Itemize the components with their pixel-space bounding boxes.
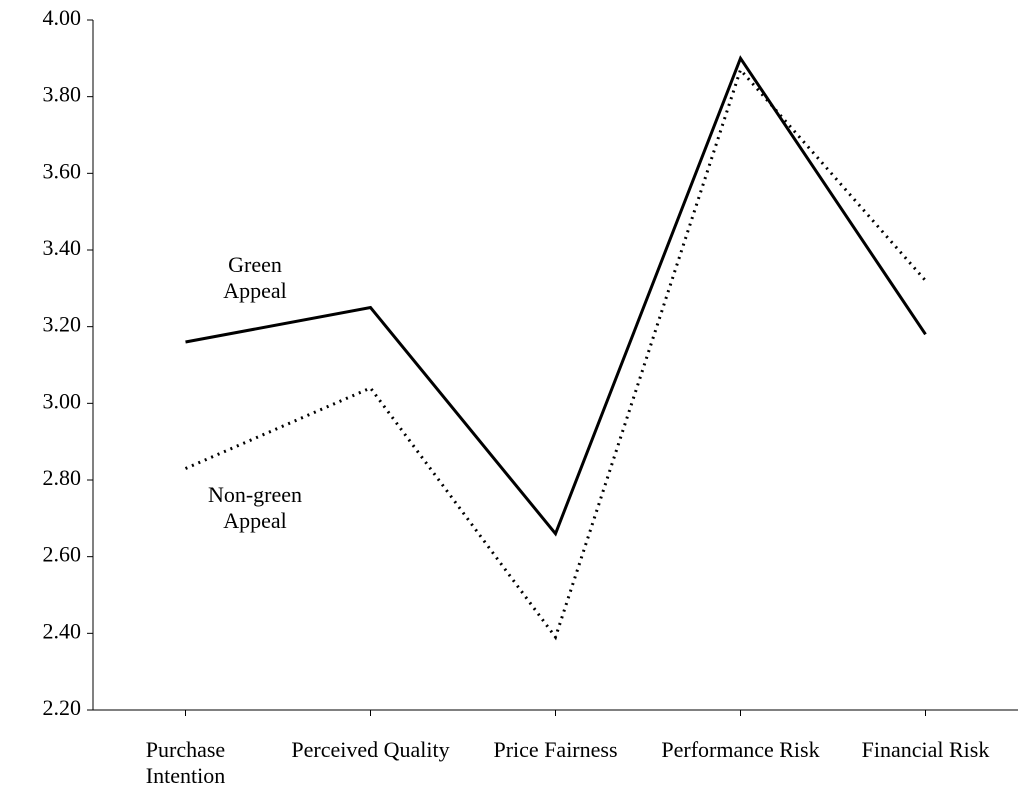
series-annotation: Non-green Appeal xyxy=(207,482,303,533)
y-tick-label: 3.20 xyxy=(43,312,82,337)
y-tick-label: 2.40 xyxy=(43,618,82,643)
series-line xyxy=(184,66,927,641)
series-annotation: Green Appeal xyxy=(223,252,287,303)
y-tick-label: 2.60 xyxy=(43,542,82,567)
series-line xyxy=(185,55,927,537)
y-tick-label: 4.00 xyxy=(43,5,82,30)
x-tick-label: Perceived Quality xyxy=(291,737,450,762)
x-tick-label: Price Fairness xyxy=(493,737,618,762)
y-tick-label: 2.20 xyxy=(43,695,82,720)
y-tick-label: 3.40 xyxy=(43,235,82,260)
y-tick-label: 3.80 xyxy=(43,82,82,107)
x-tick-label: Financial Risk xyxy=(861,737,990,762)
y-tick-label: 3.00 xyxy=(43,388,82,413)
x-tick-label: Purchase Intention xyxy=(145,737,226,788)
x-tick-label: Performance Risk xyxy=(661,737,820,762)
y-tick-label: 3.60 xyxy=(43,158,82,183)
y-tick-label: 2.80 xyxy=(43,465,82,490)
